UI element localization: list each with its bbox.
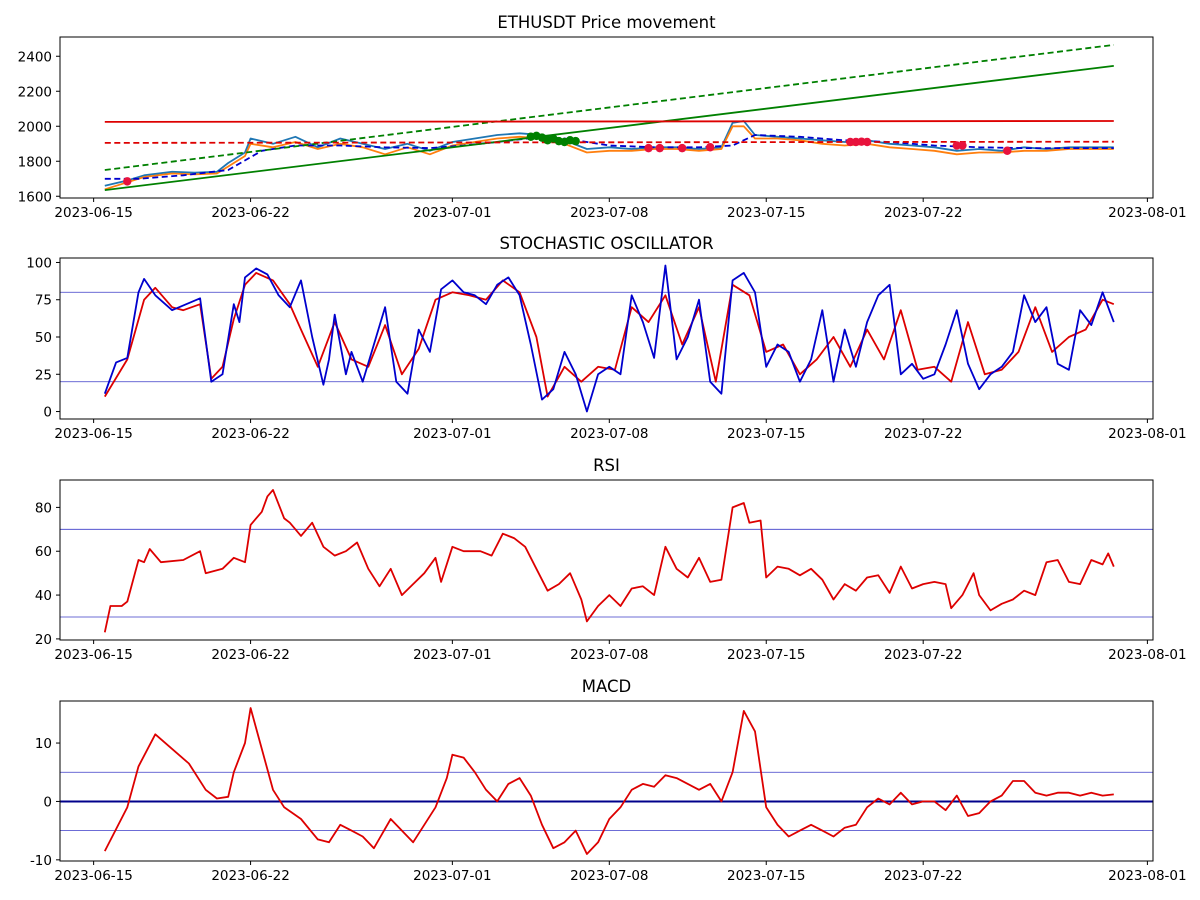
plot-area — [60, 264, 1153, 413]
x-tick-label: 2023-08-01 — [1108, 205, 1186, 221]
series-line — [103, 707, 1114, 855]
x-tick-label: 2023-07-22 — [884, 426, 962, 442]
series-line — [104, 272, 1115, 398]
y-tick-label: 60 — [35, 544, 52, 560]
x-tick-label: 2023-06-15 — [54, 647, 132, 663]
x-tick-label: 2023-07-01 — [413, 426, 491, 442]
x-tick-label: 2023-07-01 — [413, 868, 491, 884]
y-tick-label: 1600 — [18, 189, 52, 205]
axes-frame — [59, 479, 1154, 641]
y-tick-label: 0 — [43, 405, 52, 421]
series-line — [104, 134, 1114, 180]
x-tick-label: 2023-07-15 — [727, 868, 805, 884]
x-tick-label: 2023-07-01 — [413, 205, 491, 221]
x-tick-label: 2023-08-01 — [1108, 647, 1186, 663]
x-tick-label: 2023-06-22 — [211, 868, 289, 884]
y-tick-label: 25 — [35, 367, 52, 383]
y-tick-label: 2200 — [18, 84, 52, 100]
series-line — [104, 65, 1114, 191]
x-tick-label: 2023-07-22 — [884, 205, 962, 221]
sell-marker — [705, 143, 715, 152]
x-tick-label: 2023-07-08 — [570, 426, 648, 442]
x-tick-label: 2023-06-22 — [211, 205, 289, 221]
x-tick-label: 2023-07-08 — [570, 868, 648, 884]
axes-frame — [59, 700, 1154, 862]
series-line — [103, 489, 1115, 633]
panel-title: RSI — [593, 456, 620, 475]
x-tick-label: 2023-07-15 — [727, 647, 805, 663]
x-tick-label: 2023-07-15 — [727, 426, 805, 442]
y-tick-label: 2400 — [18, 49, 52, 65]
x-tick-label: 2023-06-15 — [54, 426, 132, 442]
panel-stochastic: STOCHASTIC OSCILLATOR 0 25 50 75 100 2023-06-1… — [26, 234, 1186, 442]
x-tick-label: 2023-07-15 — [727, 205, 805, 221]
series-line — [104, 140, 1114, 144]
x-tick-label: 2023-06-15 — [54, 205, 132, 221]
x-tick-label: 2023-06-22 — [211, 426, 289, 442]
y-tick-label: 10 — [35, 736, 52, 752]
x-tick-label: 2023-06-15 — [54, 868, 132, 884]
sell-marker — [123, 177, 132, 186]
x-tick-label: 2023-06-22 — [211, 647, 289, 663]
panel-rsi: RSI 20 40 60 80 2023-06-15 2023-06-22 2023-07-0… — [35, 456, 1187, 663]
y-tick-label: 50 — [35, 330, 52, 346]
panel-macd: MACD -10 0 10 2023-06-15 2023-06-22 2023-07-01… — [30, 677, 1187, 884]
series-line — [104, 120, 1114, 187]
buy-marker — [571, 136, 580, 146]
axes-frame — [59, 257, 1154, 420]
sell-marker — [958, 141, 967, 150]
x-tick-label: 2023-07-08 — [570, 647, 648, 663]
plot-area — [104, 44, 1114, 191]
panel-title: MACD — [582, 677, 631, 696]
y-tick-label: 0 — [43, 794, 52, 810]
sell-marker — [862, 137, 872, 147]
x-tick-label: 2023-07-22 — [884, 647, 962, 663]
y-tick-label: 40 — [35, 588, 52, 604]
series-line — [104, 44, 1114, 171]
y-tick-label: 75 — [35, 293, 52, 309]
series-line — [103, 264, 1115, 413]
x-tick-label: 2023-07-01 — [413, 647, 491, 663]
axes-frame — [59, 36, 1154, 199]
panel-price: ETHUSDT Price movement 1600 1800 2000 2200 24… — [18, 13, 1187, 221]
sell-marker — [1003, 146, 1012, 155]
y-tick-label: 2000 — [18, 119, 52, 135]
panel-title: STOCHASTIC OSCILLATOR — [499, 234, 713, 253]
y-tick-label: 100 — [26, 255, 52, 271]
x-tick-label: 2023-07-22 — [884, 868, 962, 884]
y-tick-label: 80 — [35, 500, 52, 516]
series-line — [104, 125, 1114, 191]
x-tick-label: 2023-07-08 — [570, 205, 648, 221]
plot-area — [60, 489, 1153, 633]
panel-title: ETHUSDT Price movement — [497, 13, 716, 32]
series-line — [104, 120, 1114, 123]
y-tick-label: 1800 — [18, 154, 52, 170]
x-tick-label: 2023-08-01 — [1108, 426, 1186, 442]
y-tick-label: -10 — [30, 853, 52, 869]
x-tick-label: 2023-08-01 — [1108, 868, 1186, 884]
plot-area — [60, 707, 1153, 855]
y-tick-label: 20 — [35, 632, 52, 648]
sell-marker — [644, 143, 653, 153]
sell-marker — [655, 143, 664, 153]
sell-marker — [677, 143, 687, 153]
